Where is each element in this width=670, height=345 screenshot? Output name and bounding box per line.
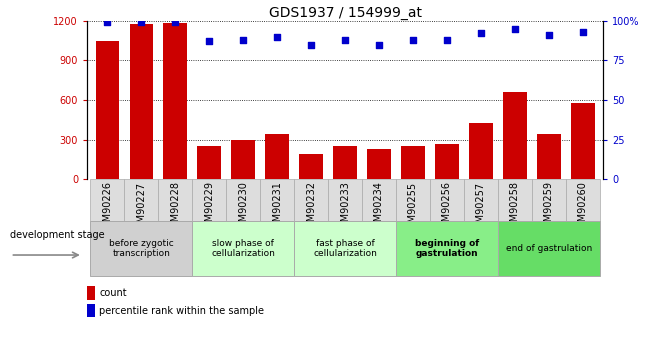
Bar [469, 122, 492, 179]
Bar [498, 179, 532, 221]
Bar [396, 179, 430, 221]
Text: GSM90230: GSM90230 [239, 181, 248, 234]
Text: GSM90232: GSM90232 [306, 181, 316, 235]
Bar [532, 179, 565, 221]
Bar [299, 154, 323, 179]
Text: GSM90229: GSM90229 [204, 181, 214, 235]
Bar [401, 146, 425, 179]
Bar [125, 179, 158, 221]
Bar [333, 146, 357, 179]
Bar [498, 221, 600, 276]
Bar [87, 304, 95, 317]
Text: GSM90227: GSM90227 [137, 181, 147, 235]
Bar [362, 179, 396, 221]
Text: before zygotic
transcription: before zygotic transcription [109, 239, 174, 258]
Text: slow phase of
cellularization: slow phase of cellularization [211, 239, 275, 258]
Bar [231, 140, 255, 179]
Text: count: count [99, 288, 127, 298]
Bar [565, 179, 600, 221]
Bar [192, 221, 294, 276]
Point [578, 29, 588, 34]
Point [204, 39, 214, 44]
Point [102, 20, 113, 25]
Bar [265, 135, 289, 179]
Bar [90, 221, 192, 276]
Point [476, 31, 486, 36]
Bar [435, 144, 459, 179]
Bar [294, 221, 396, 276]
Bar [198, 146, 221, 179]
Bar [163, 23, 187, 179]
Text: GSM90256: GSM90256 [442, 181, 452, 235]
Bar [367, 149, 391, 179]
Text: GSM90231: GSM90231 [272, 181, 282, 234]
Text: GSM90258: GSM90258 [510, 181, 520, 235]
Bar [537, 135, 561, 179]
Text: GSM90260: GSM90260 [578, 181, 588, 234]
Text: percentile rank within the sample: percentile rank within the sample [99, 306, 265, 315]
Bar [129, 24, 153, 179]
Bar [328, 179, 362, 221]
Bar [260, 179, 294, 221]
Bar [96, 41, 119, 179]
Text: beginning of
gastrulation: beginning of gastrulation [415, 239, 479, 258]
Text: fast phase of
cellularization: fast phase of cellularization [313, 239, 377, 258]
Text: development stage: development stage [11, 230, 105, 239]
Bar [87, 286, 95, 300]
Text: GSM90226: GSM90226 [103, 181, 113, 235]
Text: GSM90233: GSM90233 [340, 181, 350, 234]
Bar [294, 179, 328, 221]
Bar [430, 179, 464, 221]
Point [407, 37, 418, 42]
Bar [464, 179, 498, 221]
Text: GSM90234: GSM90234 [374, 181, 384, 234]
Bar [226, 179, 260, 221]
Bar [571, 104, 594, 179]
Bar [503, 92, 527, 179]
Point [543, 32, 554, 38]
Text: GSM90228: GSM90228 [170, 181, 180, 235]
Point [374, 42, 385, 47]
Point [340, 37, 350, 42]
Point [272, 34, 283, 39]
Point [509, 26, 520, 31]
Text: end of gastrulation: end of gastrulation [506, 244, 592, 253]
Bar [90, 179, 125, 221]
Point [238, 37, 249, 42]
Point [306, 42, 316, 47]
Bar [158, 179, 192, 221]
Title: GDS1937 / 154999_at: GDS1937 / 154999_at [269, 6, 421, 20]
Bar [396, 221, 498, 276]
Point [170, 20, 181, 25]
Text: GSM90259: GSM90259 [543, 181, 553, 235]
Bar [192, 179, 226, 221]
Point [442, 37, 452, 42]
Text: GSM90255: GSM90255 [408, 181, 418, 235]
Point [136, 20, 147, 25]
Text: GSM90257: GSM90257 [476, 181, 486, 235]
